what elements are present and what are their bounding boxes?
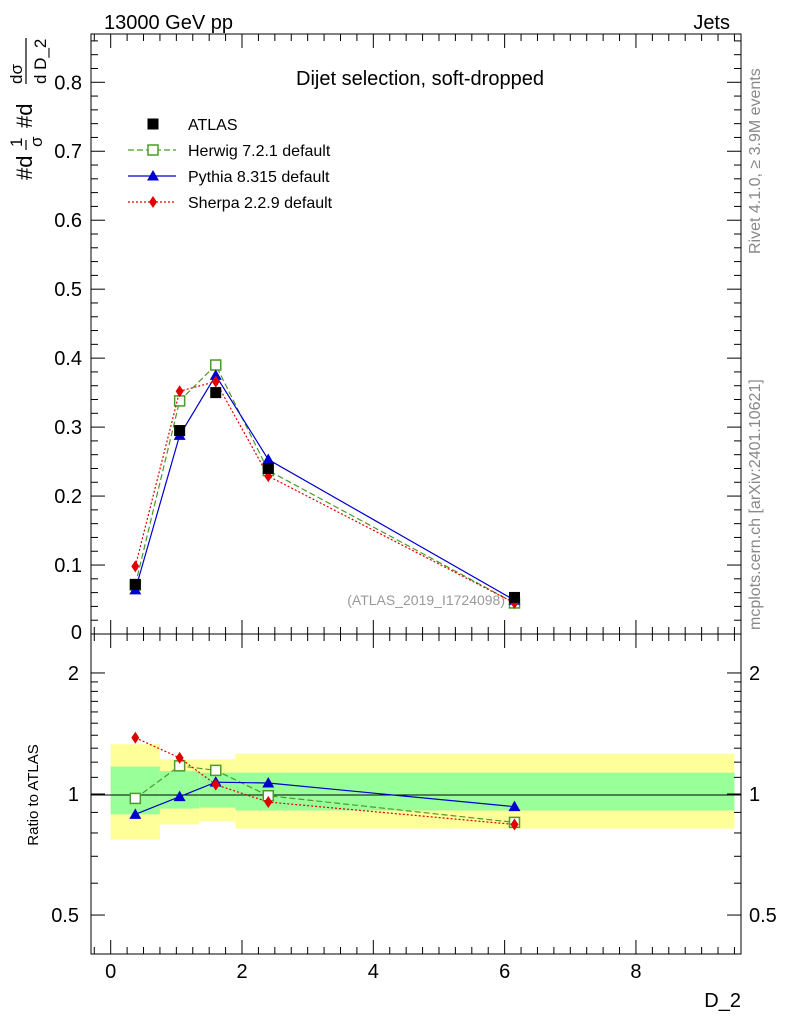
data-point [173, 395, 186, 407]
data-point [131, 560, 140, 573]
y-tick-label: 0.7 [54, 141, 82, 163]
ratio-y-label: Ratio to ATLAS [25, 744, 42, 845]
legend: ATLAS Herwig 7.2.1 default Pythia 8.315 de… [128, 117, 333, 212]
x-tick-label: 0 [105, 961, 116, 983]
legend-label: Pythia 8.315 default [188, 169, 330, 186]
stat-uncertainty-band [159, 771, 200, 809]
data-point [209, 369, 222, 380]
legend-marker [147, 144, 159, 156]
ratio-data-point [129, 808, 142, 819]
legend-marker [147, 170, 159, 181]
y-label-sigma: σ [27, 136, 46, 147]
mcplots-label: mcplots.cern.ch [arXiv:2401.10621] [747, 379, 764, 630]
ratio-data-point [129, 792, 142, 805]
x-tick-label: 2 [236, 961, 247, 983]
y-tick-label: 0.5 [54, 279, 82, 301]
data-point [262, 462, 274, 474]
x-tick-label: 6 [499, 961, 510, 983]
header-right-label: Jets [693, 12, 730, 34]
series-herwig [129, 359, 521, 609]
data-point [262, 453, 275, 465]
data-point [129, 578, 141, 590]
data-point [211, 375, 220, 388]
main-panel: Dijet selection, soft-dropped (ATLAS_201… [7, 33, 742, 644]
series-line [134, 380, 515, 604]
ratio-data-point [211, 778, 220, 791]
ratio-y-tick-label: 2 [68, 663, 79, 685]
series-line [134, 364, 515, 604]
stat-uncertainty-band [235, 772, 735, 811]
legend-label: Sherpa 2.2.9 default [188, 195, 333, 212]
legend-entry: Sherpa 2.2.9 default [128, 195, 333, 212]
ratio-panel: 0.5 0.5 1 1 2 2 0 2 4 6 8 Ratio to ATLAS D_2 [25, 633, 777, 1012]
stat-uncertainty-band [110, 766, 160, 815]
series-line [134, 374, 515, 601]
y-tick-label-zero: 0 [71, 622, 82, 644]
y-tick-label: 0.3 [54, 417, 82, 439]
x-tick-label: 4 [368, 961, 379, 983]
y-tick-label: 0.2 [54, 486, 82, 508]
legend-marker [147, 118, 159, 130]
ratio-y-tick-label-right: 2 [749, 663, 760, 685]
ratio-y-tick-label: 0.5 [51, 905, 79, 927]
rivet-label: Rivet 4.1.0, ≥ 3.9M events [747, 68, 764, 254]
legend-marker [149, 196, 157, 208]
y-tick-label: 0.4 [54, 348, 82, 370]
data-point [210, 387, 222, 399]
y-label-d2: #d [12, 104, 37, 128]
ratio-data-point [175, 751, 184, 764]
y-label-dD2: d D_2 [31, 39, 50, 84]
y-axis-label: #d 1 σ #d dσ d D_2 [7, 38, 50, 180]
ratio-data-point [508, 800, 521, 812]
analysis-watermark: (ATLAS_2019_I1724098) [347, 592, 505, 608]
y-tick-label: 0.8 [54, 72, 82, 94]
ratio-series-sherpa [131, 731, 519, 831]
ratio-data-point [173, 790, 186, 802]
y-label-dsigma: dσ [7, 64, 26, 84]
legend-label: Herwig 7.2.1 default [188, 143, 331, 160]
ratio-y-tick-label-right: 0.5 [749, 905, 777, 927]
ratio-y-tick-label: 1 [68, 784, 79, 806]
ratio-data-point [262, 777, 275, 788]
y-label-d1: #d [12, 156, 37, 180]
chart-title: Dijet selection, soft-dropped [296, 68, 544, 90]
ratio-data-point [510, 818, 519, 831]
x-tick-label: 8 [630, 961, 641, 983]
data-point [508, 591, 520, 603]
header-left-label: 13000 GeV pp [104, 12, 233, 34]
ratio-data-point [131, 731, 140, 744]
legend-entry: ATLAS [147, 117, 238, 134]
legend-entry: Pythia 8.315 default [128, 169, 330, 186]
data-point [174, 425, 186, 437]
data-point [209, 359, 222, 371]
ratio-y-tick-label-right: 1 [749, 784, 760, 806]
legend-label: ATLAS [188, 117, 238, 134]
y-tick-label: 0.6 [54, 210, 82, 232]
series-pythia [129, 369, 521, 605]
stat-uncertainty-band [199, 772, 236, 808]
y-tick-label: 0.1 [54, 555, 82, 577]
ratio-data-point [264, 796, 273, 809]
series-atlas [129, 387, 520, 603]
ratio-data-point [209, 764, 222, 777]
legend-entry: Herwig 7.2.1 default [128, 143, 331, 160]
data-point [175, 385, 184, 398]
x-axis-label: D_2 [704, 990, 741, 1012]
y-label-one: 1 [7, 138, 26, 147]
